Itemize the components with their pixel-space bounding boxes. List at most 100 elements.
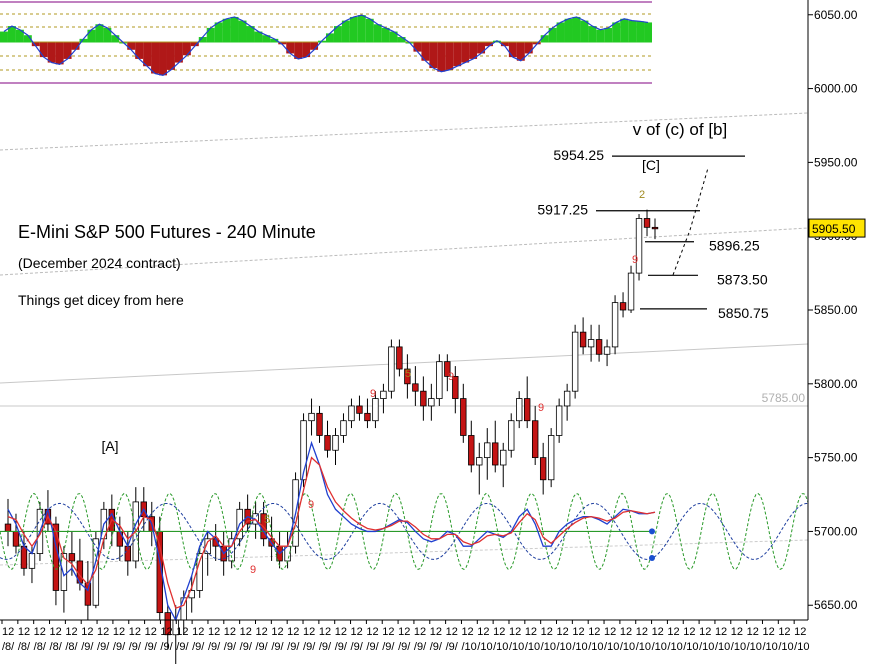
x-tick-label-top: 12 [81,626,93,638]
oscillator-bar [222,18,231,43]
oscillator-bar [198,37,207,43]
candle-body [563,390,571,407]
x-tick-label-top: 12 [652,626,664,638]
x-tick-label-bottom: /10 [493,641,508,653]
oscillator-bar [644,22,652,43]
oscillator-bar [95,24,104,43]
candle-body [635,218,643,274]
x-tick-label-top: 12 [794,626,806,638]
oscillator-bar [23,35,32,43]
x-tick-label-top: 12 [303,626,315,638]
oscillator-bar [485,42,493,47]
x-tick-label-top: 12 [18,626,30,638]
x-tick-label-bottom: /10 [477,641,492,653]
oscillator-bar [389,31,398,43]
candle-body [84,582,92,606]
x-tick-label-bottom: /10 [604,641,619,653]
oscillator-bar [564,18,573,43]
oscillator-bar [604,27,613,43]
oscillator-bar [103,27,112,43]
projection-dot [649,528,655,535]
y-axis: 6050.006000.005950.005900.005850.005800.… [807,0,866,620]
projection-path [672,167,709,276]
x-tick-label-top: 12 [382,626,394,638]
wave-label: v of (c) of [b] [633,120,727,139]
x-tick-label-bottom: /9/ [81,641,94,653]
candle-body [324,435,331,451]
x-tick-label-top: 12 [224,626,236,638]
candle-body [412,383,419,392]
oscillator-bar [397,37,406,43]
oscillator-bar [429,42,438,69]
trend-line-lower [0,343,809,384]
x-tick-label-bottom: /9/ [129,641,142,653]
x-tick-label-top: 12 [192,626,204,638]
x-tick-label-top: 12 [398,626,410,638]
oscillator-bar [437,42,446,72]
x-tick-label-bottom: /10 [461,641,476,653]
x-tick-label-bottom: /10 [762,641,777,653]
oscillator-bar [333,26,342,43]
td-count-label: 9 [538,402,544,414]
oscillator-bar [238,20,247,43]
oscillator-bar [206,27,215,43]
x-tick-label-top: 12 [430,626,442,638]
x-tick-label-top: 12 [620,626,632,638]
x-tick-label-top: 12 [509,626,521,638]
x-tick-label-bottom: /9/ [414,641,427,653]
candle-body [204,538,211,554]
x-tick-label-top: 12 [271,626,283,638]
x-tick-label-top: 12 [129,626,141,638]
candle-body [508,420,515,451]
candle-body [452,376,459,399]
oscillator-bar [246,26,255,43]
candle-body [619,302,627,311]
oscillator-bar [127,42,136,50]
candle-body [308,412,315,422]
target-label: 5896.25 [709,238,760,254]
y-tick-label: 5650.00 [814,598,858,612]
oscillator-bar [508,42,517,58]
td-count-label: 9 [448,371,454,383]
oscillator-bar [262,35,271,43]
x-tick-label-top: 12 [65,626,77,638]
oscillator-bar [596,29,605,43]
x-tick-label-top: 12 [778,626,790,638]
candle-body [348,405,355,422]
current-price-label: 5905.50 [812,222,856,236]
oscillator-bar [461,42,470,63]
oscillator-bar [588,26,597,43]
x-tick-label-bottom: /9/ [208,641,221,653]
chart-title: E-Mini S&P 500 Futures - 240 Minute [18,222,316,242]
x-tick-label-top: 12 [351,626,363,638]
candle-body [396,346,403,370]
oscillator-bar [182,42,191,56]
x-tick-label-bottom: /8/ [2,641,15,653]
x-tick-label-bottom: /9/ [145,641,158,653]
x-tick-label-bottom: /10 [747,641,762,653]
candle-body [516,398,523,422]
candle-body [364,412,371,422]
td-count-label: 2 [639,189,645,201]
reference-label: 5785.00 [762,391,806,405]
oscillator-bar [71,42,80,50]
wave-label: [C] [642,157,660,173]
x-tick-label-top: 12 [97,626,109,638]
x-tick-label-bottom: /10 [683,641,698,653]
candle-body [547,435,555,481]
oscillator-bar [63,42,72,59]
x-tick-label-top: 12 [255,626,267,638]
series-line [7,456,656,610]
oscillator-bar [39,42,48,58]
candle-body [539,457,547,481]
candle-body [436,361,443,399]
y-tick-label: 5800.00 [814,377,858,391]
candle-body [476,457,483,466]
x-tick-label-top: 12 [287,626,299,638]
target-label: 5873.50 [717,271,768,287]
x-tick-label-bottom: /10 [541,641,556,653]
target-label: 5954.25 [553,147,604,163]
candle-body [372,398,379,422]
x-tick-label-top: 12 [477,626,489,638]
